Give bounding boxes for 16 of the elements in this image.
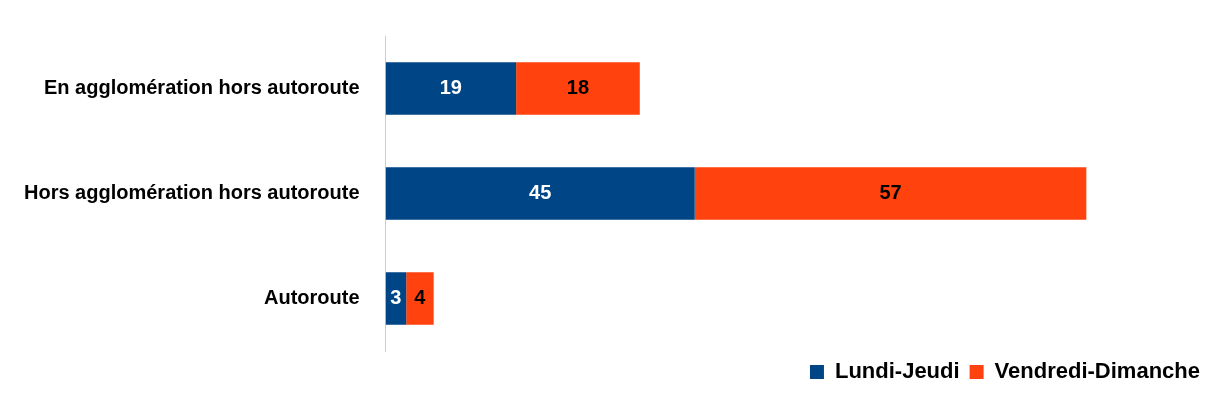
legend-label: Lundi-Jeudi	[834, 358, 960, 384]
y-tick-label: En agglomération hors autoroute	[44, 76, 360, 99]
data-label: 18	[566, 76, 590, 99]
bar	[694, 167, 1087, 220]
bar	[385, 62, 517, 115]
data-label: 3	[390, 286, 402, 309]
data-label: 45	[529, 181, 552, 204]
data-label: 57	[879, 181, 902, 204]
bar	[406, 272, 434, 325]
y-tick-label: Hors agglomération hors autoroute	[23, 181, 360, 204]
legend-label: Vendredi-Dimanche	[994, 358, 1200, 384]
data-label: 19	[439, 76, 462, 99]
bar	[516, 62, 640, 115]
data-label: 4	[414, 286, 427, 309]
bar	[385, 167, 695, 220]
y-tick-label: Autoroute	[264, 286, 360, 309]
